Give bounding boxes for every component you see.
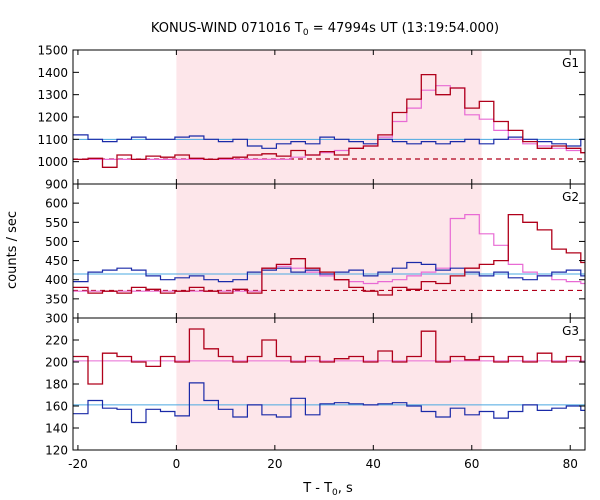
y-tick-label: 900 bbox=[45, 178, 68, 192]
blue-series bbox=[73, 134, 585, 149]
y-tick-label: 600 bbox=[45, 197, 68, 211]
red-series bbox=[73, 328, 585, 385]
y-tick-label: 200 bbox=[45, 356, 68, 370]
blue-series bbox=[73, 261, 585, 283]
panel-frame bbox=[72, 317, 586, 451]
y-axis-label: counts / sec bbox=[5, 211, 20, 289]
y-tick-label: 140 bbox=[45, 422, 68, 436]
burst-interval-shade bbox=[176, 50, 482, 184]
burst-interval-shade bbox=[176, 184, 482, 318]
panel-g3: 120 140 160 180 200 220 G3 bbox=[45, 317, 586, 458]
x-tick-label: 80 bbox=[563, 457, 578, 471]
x-tick-label: -20 bbox=[68, 457, 88, 471]
y-tick-label: 1000 bbox=[37, 155, 68, 169]
x-tick-label: 40 bbox=[366, 457, 381, 471]
panel-label: G2 bbox=[562, 190, 579, 204]
red-series bbox=[73, 73, 585, 168]
chart-title: KONUS-WIND 071016 T0 = 47994s UT (13:19:… bbox=[151, 21, 499, 38]
y-tick-label: 300 bbox=[45, 312, 68, 326]
y-tick-label: 1300 bbox=[37, 88, 68, 102]
y-tick-label: 220 bbox=[45, 334, 68, 348]
panel-label: G1 bbox=[562, 56, 579, 70]
panel-g1: 900 1000 1100 1200 1300 1400 1500 G1 bbox=[37, 44, 586, 192]
y-tick-label: 500 bbox=[45, 235, 68, 249]
y-tick-label: 550 bbox=[45, 216, 68, 230]
panel-label: G3 bbox=[562, 324, 579, 338]
panel-g2: 300 350 400 450 500 550 600 G2 bbox=[45, 183, 586, 326]
x-tick-label: 20 bbox=[267, 457, 282, 471]
y-tick-label: 1200 bbox=[37, 111, 68, 125]
burst-interval-shade bbox=[176, 318, 482, 450]
y-tick-label: 120 bbox=[45, 444, 68, 458]
x-axis-label: T - T0, s bbox=[302, 481, 353, 498]
y-tick-label: 350 bbox=[45, 292, 68, 306]
x-tick-label: 60 bbox=[464, 457, 479, 471]
y-tick-label: 450 bbox=[45, 254, 68, 268]
red-series bbox=[73, 213, 585, 296]
y-tick-label: 180 bbox=[45, 378, 68, 392]
blue-series bbox=[73, 382, 585, 424]
plot-area: 900100011001200130014001500G130035040045… bbox=[37, 44, 586, 471]
x-tick-label: 0 bbox=[173, 457, 181, 471]
y-tick-label: 160 bbox=[45, 400, 68, 414]
y-tick-label: 1100 bbox=[37, 133, 68, 147]
y-tick-label: 400 bbox=[45, 273, 68, 287]
y-tick-label: 1400 bbox=[37, 66, 68, 80]
y-tick-label: 1500 bbox=[37, 44, 68, 58]
